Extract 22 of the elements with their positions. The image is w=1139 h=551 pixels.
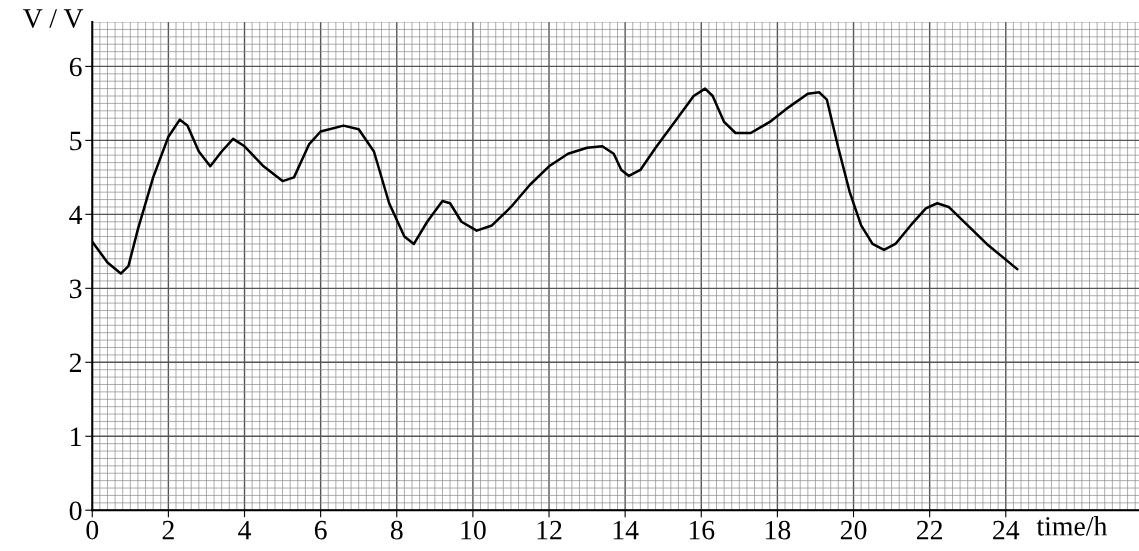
x-tick-label: 6 bbox=[314, 520, 327, 540]
y-tick-label: 5 bbox=[70, 131, 82, 151]
x-tick-label: 0 bbox=[86, 520, 99, 540]
x-tick-label: 12 bbox=[537, 520, 562, 540]
y-tick-label: 2 bbox=[69, 353, 81, 372]
x-tick-label: 4 bbox=[238, 520, 252, 540]
y-axis-title: V / V bbox=[23, 9, 84, 28]
y-tick-label: 3 bbox=[69, 279, 82, 299]
x-axis-title: time/h bbox=[1036, 516, 1108, 536]
y-tick-label: 0 bbox=[69, 501, 82, 521]
y-tick-label: 4 bbox=[69, 205, 83, 224]
x-tick-label: 8 bbox=[390, 520, 403, 540]
x-tick-label: 16 bbox=[689, 520, 715, 540]
x-tick-label: 20 bbox=[840, 520, 867, 540]
x-tick-label: 10 bbox=[461, 520, 486, 540]
y-tick-label: 1 bbox=[71, 427, 81, 446]
x-tick-label: 24 bbox=[993, 520, 1020, 540]
x-tick-label: 22 bbox=[916, 520, 943, 540]
x-tick-label: 18 bbox=[765, 520, 791, 540]
x-tick-label: 14 bbox=[613, 520, 639, 540]
y-tick-label: 6 bbox=[69, 57, 82, 77]
x-tick-label: 2 bbox=[162, 520, 174, 540]
